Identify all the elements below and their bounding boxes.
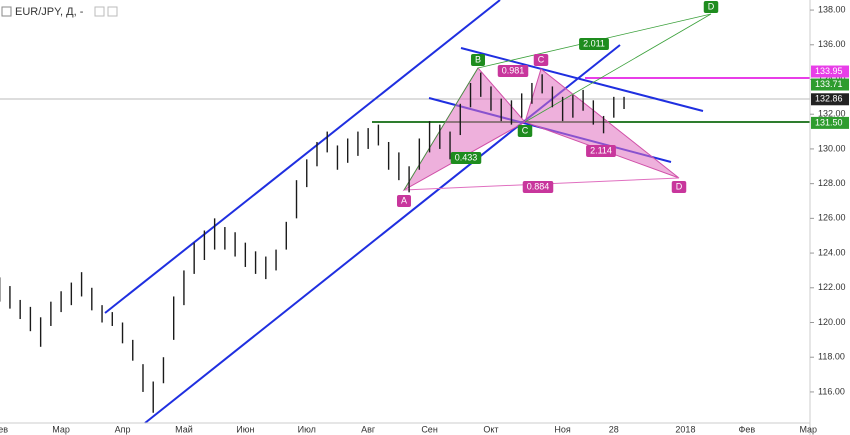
annotation-label: C (538, 54, 545, 64)
annotation-label: 0.981 (502, 65, 525, 75)
annotation-box (396, 195, 412, 207)
annotation-box (533, 54, 549, 66)
annotation-label: C (522, 125, 529, 135)
trend-line (460, 47, 704, 112)
price-tag (811, 78, 849, 91)
annotation-box (522, 181, 554, 193)
annotation-box (497, 65, 529, 77)
x-tick-label: Апр (115, 424, 131, 434)
pattern-line (524, 13, 712, 123)
annotation-label: D (708, 1, 715, 11)
price-tag-label: 133.95 (815, 66, 843, 76)
y-tick-label: 116.00 (818, 386, 845, 396)
y-tick-label: 118.00 (818, 352, 845, 362)
annotation-box (703, 1, 719, 13)
price-tag (811, 93, 849, 106)
x-tick-label: Фев (0, 424, 8, 434)
chart-title: EUR/JPY, Д, - (15, 6, 84, 18)
annotation-label: B (475, 54, 481, 64)
x-tick-label: Окт (483, 424, 498, 434)
price-tag-label: 131.50 (815, 117, 843, 127)
price-tag-label: 133.71 (815, 79, 843, 89)
x-tick-label: Мар (799, 424, 817, 434)
icon[interactable] (94, 6, 105, 17)
annotation-box (450, 152, 482, 164)
annotation-box (586, 145, 616, 157)
x-tick-label: Сен (421, 424, 438, 434)
x-tick-label: 28 (609, 424, 619, 434)
annotation-box (671, 181, 687, 193)
pattern-line (403, 67, 479, 191)
y-tick-label: 126.00 (818, 213, 846, 223)
y-tick-label: 138.00 (818, 4, 846, 14)
annotation-label: 0.884 (527, 181, 550, 191)
x-tick-label: Май (175, 424, 193, 434)
channel-line (104, 0, 501, 314)
y-tick-label: 122.00 (818, 282, 846, 292)
x-tick-label: 2018 (675, 424, 695, 434)
annotation-label: 2.011 (583, 38, 605, 48)
x-tick-label: Ноя (554, 424, 571, 434)
y-tick-label: 136.00 (818, 39, 846, 49)
y-tick-label: 120.00 (818, 317, 846, 327)
x-tick-label: Июл (298, 424, 316, 434)
annotation-box (470, 54, 486, 66)
annotation-box (517, 125, 533, 137)
y-tick-label: 128.00 (818, 178, 846, 188)
bars (0, 72, 625, 413)
x-tick-label: Фев (739, 424, 756, 434)
x-tick-label: Июн (236, 424, 254, 434)
annotation-label: A (401, 195, 407, 205)
y-tick-label: 124.00 (818, 247, 846, 257)
annotation-label: D (676, 181, 683, 191)
x-tick-label: Мар (52, 424, 70, 434)
price-tag (811, 65, 849, 78)
y-tick-label: 132.00 (818, 109, 846, 119)
price-tag-label: 132.86 (815, 94, 843, 104)
annotation-box (579, 38, 609, 50)
annotation-label: 0.433 (455, 152, 478, 162)
price-tag (811, 116, 849, 129)
drawings (0, 0, 810, 424)
annotation-label: 2.114 (590, 145, 612, 155)
pattern-shape (402, 67, 526, 192)
icon[interactable] (107, 6, 118, 17)
y-tick-label: 130.00 (818, 143, 846, 153)
x-tick-label: Авг (361, 424, 376, 434)
menu-icon[interactable] (1, 6, 12, 17)
